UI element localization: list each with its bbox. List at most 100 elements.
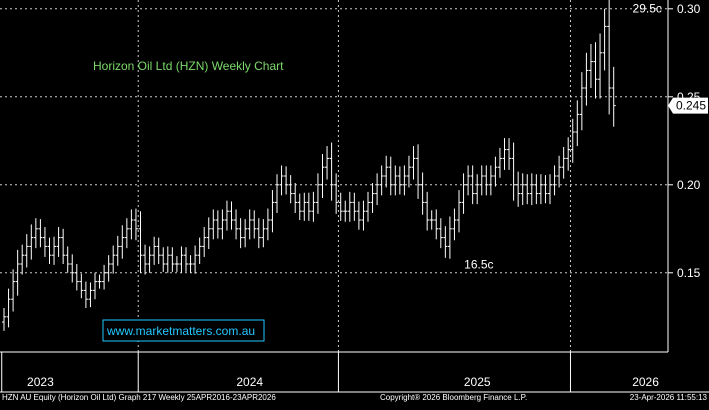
ohlc-bar bbox=[443, 226, 448, 258]
plot-area bbox=[0, 0, 668, 352]
ohlc-bar bbox=[275, 174, 279, 213]
ohlc-bar bbox=[425, 191, 430, 231]
ohlc-bar bbox=[561, 146, 566, 179]
ohlc-bar bbox=[557, 155, 562, 188]
ohlc-bar bbox=[352, 192, 357, 221]
chart-title: Horizon Oil Ltd (HZN) Weekly Chart bbox=[93, 59, 284, 73]
ohlc-bar bbox=[384, 155, 389, 188]
ohlc-bar bbox=[215, 210, 220, 239]
ohlc-bar bbox=[552, 165, 557, 196]
ohlc-bar bbox=[156, 237, 161, 264]
ohlc-bar bbox=[493, 156, 498, 187]
ohlc-bar bbox=[2, 308, 6, 331]
y-tick-label: 0.15 bbox=[677, 266, 701, 280]
x-tick-label: 2023 bbox=[27, 375, 54, 389]
ohlc-bar bbox=[56, 227, 61, 257]
gridlines bbox=[0, 0, 668, 352]
ohlc-bar bbox=[188, 255, 193, 273]
ohlc-bar bbox=[224, 200, 229, 231]
ohlc-bar bbox=[47, 237, 52, 264]
ohlc-bar bbox=[607, 0, 612, 115]
annotations: 29.5c 16.5c bbox=[464, 2, 662, 272]
ohlc-bar bbox=[174, 256, 179, 272]
ohlc-bar bbox=[302, 192, 307, 221]
ohlc-bar bbox=[88, 282, 93, 308]
ohlc-bar bbox=[11, 269, 16, 312]
ohlc-bar bbox=[466, 165, 471, 196]
ohlc-bar bbox=[24, 234, 29, 268]
ohlc-bar bbox=[29, 224, 34, 260]
ohlc-bar bbox=[15, 249, 20, 296]
ohlc-bar bbox=[593, 42, 598, 99]
ohlc-bar bbox=[293, 183, 298, 213]
ohlc-bar bbox=[429, 210, 434, 230]
ohlc-bar bbox=[206, 217, 211, 250]
ohlc-bar bbox=[143, 244, 148, 275]
ohlc-bar bbox=[147, 246, 152, 273]
ohlc-bar bbox=[356, 201, 361, 230]
ohlc-bar bbox=[347, 191, 352, 222]
ohlc-bar bbox=[320, 154, 325, 198]
ohlc-bar bbox=[42, 227, 47, 257]
ohlc-bar bbox=[234, 209, 239, 240]
ohlc-bar bbox=[79, 273, 84, 299]
ohlc-bar bbox=[38, 219, 43, 248]
ohlc-bar bbox=[588, 44, 593, 88]
last-price-tag bbox=[668, 97, 708, 114]
ohlc-bar bbox=[247, 209, 252, 240]
last-price-label: 0.245 bbox=[676, 99, 706, 113]
ohlc-bar bbox=[361, 200, 366, 231]
ohlc-bar bbox=[379, 165, 384, 196]
ohlc-bar bbox=[475, 174, 480, 205]
ohlc-bar bbox=[133, 208, 138, 241]
ohlc-bar bbox=[566, 137, 571, 171]
ohlc-bar bbox=[447, 216, 452, 259]
ohlc-bar bbox=[165, 246, 170, 273]
ohlc-bar bbox=[115, 235, 120, 266]
ohlc-bar bbox=[152, 236, 157, 265]
ohlc-bar bbox=[306, 192, 311, 221]
footer-left: HZN AU Equity (Horizon Oil Ltd) Graph 21… bbox=[2, 393, 276, 402]
ohlc-bar bbox=[97, 274, 102, 289]
ohlc-bar bbox=[393, 165, 398, 196]
ohlc-bar bbox=[497, 147, 502, 178]
ohlc-bar bbox=[256, 218, 261, 249]
ohlc-bar bbox=[538, 174, 543, 205]
x-tick-label: 2026 bbox=[632, 375, 659, 389]
ohlc-bar bbox=[420, 172, 425, 215]
watermark: www.marketmatters.com.au bbox=[102, 319, 265, 342]
ohlc-bar bbox=[120, 225, 125, 259]
ohlc-bar bbox=[388, 156, 393, 196]
ohlc-bar bbox=[238, 218, 243, 249]
ohlc-bar bbox=[284, 166, 289, 195]
ohlc-bar bbox=[252, 210, 257, 239]
watermark-box bbox=[102, 319, 265, 342]
ohlc-bar bbox=[434, 209, 439, 240]
ohlc-bar bbox=[375, 173, 380, 206]
ohlc-bar bbox=[516, 171, 521, 207]
ohlc-bar bbox=[461, 173, 466, 214]
ohlc-bar bbox=[65, 246, 70, 273]
ohlc-bar bbox=[438, 218, 443, 249]
ohlc-bar bbox=[311, 191, 316, 222]
ohlc-bar bbox=[202, 227, 207, 257]
ohlc-bar bbox=[288, 175, 293, 204]
price-annotation: 29.5c bbox=[633, 2, 662, 16]
ohlc-bar bbox=[520, 173, 525, 206]
ohlc-bar bbox=[229, 201, 234, 230]
footer-center: Copyright® 2026 Bloomberg Finance L.P. bbox=[380, 393, 527, 402]
y-axis: 0.150.200.250.300.245 bbox=[667, 0, 708, 352]
price-bars bbox=[2, 0, 616, 331]
ohlc-bar bbox=[265, 208, 270, 241]
ohlc-bar bbox=[52, 236, 57, 265]
ohlc-bar bbox=[548, 174, 552, 205]
ohlc-bar bbox=[129, 209, 134, 240]
ohlc-bar bbox=[579, 72, 584, 131]
ohlc-bar bbox=[488, 165, 493, 196]
ohlc-bar bbox=[161, 247, 166, 272]
ohlc-bar bbox=[61, 228, 66, 264]
x-tick-label: 2024 bbox=[236, 375, 263, 389]
ohlc-bar bbox=[411, 146, 416, 180]
